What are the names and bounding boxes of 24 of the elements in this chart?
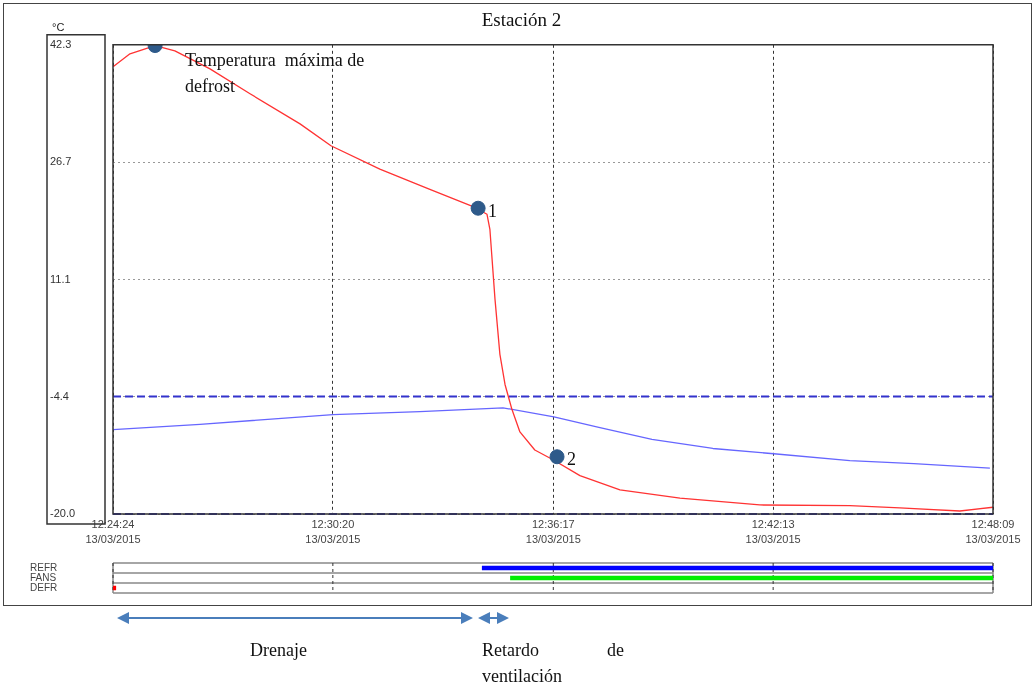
y-tick-label: -20.0 xyxy=(50,507,76,520)
text: 13/03/2015 xyxy=(965,532,1021,545)
text: 13/03/2015 xyxy=(745,532,801,545)
text: Drenaje xyxy=(250,639,307,662)
x-tick-label: 12:24:24 xyxy=(91,517,135,530)
text: Retardo de ventilación xyxy=(482,639,624,688)
x-tick-label: 12:36:17 xyxy=(531,517,575,530)
annotation: 2 xyxy=(567,449,577,470)
x-tick-label: 12:30:20 xyxy=(311,517,355,530)
chart-title: Estación 2 xyxy=(481,9,562,31)
y-tick-label: 42.3 xyxy=(50,37,72,50)
y-tick-label: 11.1 xyxy=(50,272,71,285)
y-tick-label: FANS xyxy=(30,571,57,583)
y-tick-label: 26.7 xyxy=(50,155,72,168)
y-tick-label: REFR xyxy=(30,561,58,573)
y-tick-label: DEFR xyxy=(30,581,58,593)
annotation: 1 xyxy=(488,200,498,221)
text: 13/03/2015 xyxy=(85,532,141,545)
x-tick-label: 12:48:09 xyxy=(971,517,1015,530)
y-axis-title: °C xyxy=(52,20,65,33)
text: 13/03/2015 xyxy=(525,532,581,545)
x-tick-label: 12:42:13 xyxy=(751,517,795,530)
text: 13/03/2015 xyxy=(305,532,361,545)
y-tick-label: -4.4 xyxy=(50,389,69,402)
